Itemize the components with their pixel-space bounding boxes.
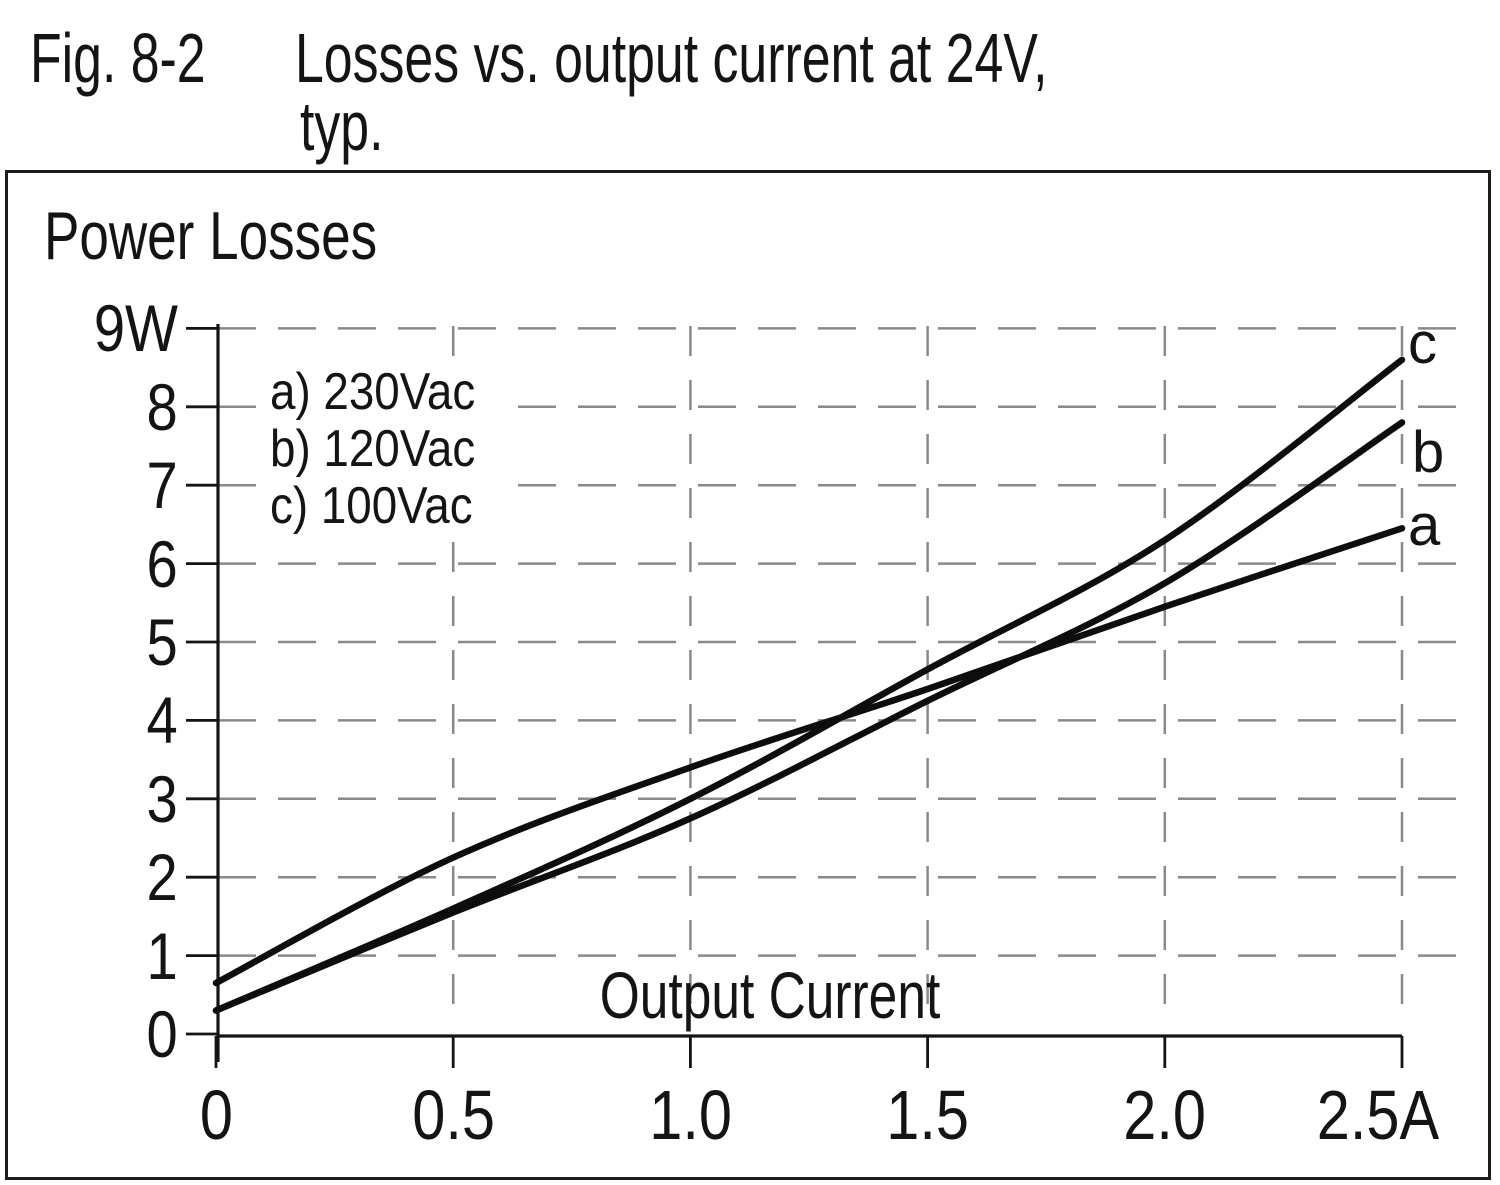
- curve-label-b-text: b: [1412, 420, 1445, 485]
- x-tick-label-text: 0: [199, 1076, 233, 1154]
- x-tick-label: 0: [96, 1078, 336, 1152]
- legend-item-b: b) 120Vac: [270, 421, 503, 478]
- y-axis-title: Power Losses: [44, 200, 471, 272]
- y-tick-label: 3: [141, 759, 178, 839]
- y-tick-label-text: 2: [146, 840, 178, 915]
- legend-item-a: a) 230Vac: [270, 364, 503, 421]
- y-tick-label: 0: [141, 994, 178, 1074]
- y-tick-label: 8: [141, 367, 178, 447]
- y-tick-label-text: 8: [146, 369, 178, 444]
- x-tick-label: 1.0: [570, 1078, 810, 1152]
- y-tick-label-text: 1: [146, 918, 178, 993]
- chart-frame: [5, 170, 1491, 1180]
- x-tick-label-text: 2.5A: [1316, 1076, 1440, 1154]
- y-tick-label: 4: [141, 680, 178, 760]
- figure-title-line2-text: typ.: [300, 87, 384, 165]
- y-tick-label-text: 5: [146, 605, 178, 679]
- y-tick-label-text: 0: [146, 997, 178, 1071]
- figure-title-line1-text: Losses vs. output current at 24V,: [295, 19, 1048, 97]
- y-tick-label-text: 3: [146, 761, 178, 836]
- legend-item-c: c) 100Vac: [270, 478, 503, 535]
- curve-label-b: b: [1412, 424, 1444, 482]
- legend-item-a-text: a) 230Vac: [270, 363, 476, 421]
- y-tick-label: 5: [141, 602, 178, 682]
- y-tick-label: 6: [141, 524, 178, 604]
- x-tick-label: 0.5: [333, 1078, 573, 1152]
- x-tick-label-text: 1.0: [649, 1076, 732, 1154]
- x-tick-label-text: 1.5: [886, 1076, 969, 1154]
- y-tick-label-text: 9W: [93, 291, 178, 366]
- x-tick-label-text: 2.0: [1123, 1076, 1207, 1154]
- legend-item-b-text: b) 120Vac: [270, 420, 476, 478]
- legend: a) 230Vac b) 120Vac c) 100Vac: [256, 362, 518, 541]
- curve-a: [212, 525, 1406, 987]
- curve-label-c: c: [1408, 315, 1437, 373]
- y-tick-label-text: 6: [146, 526, 178, 601]
- figure-label: Fig. 8-2: [30, 22, 267, 94]
- figure-title-line2: typ.: [300, 90, 413, 162]
- x-tick-label-text: 0.5: [411, 1076, 495, 1154]
- curve-c: [212, 356, 1406, 1014]
- curve-label-c-text: c: [1408, 311, 1437, 376]
- legend-item-c-text: c) 100Vac: [270, 477, 473, 535]
- y-tick-label-text: 4: [146, 683, 178, 758]
- figure-label-text: Fig. 8-2: [30, 19, 206, 97]
- curve-label-a-text: a: [1408, 493, 1441, 558]
- y-tick-label: 9W: [79, 288, 178, 368]
- y-axis-title-text: Power Losses: [44, 198, 378, 274]
- y-tick-label-text: 7: [146, 448, 178, 523]
- x-tick-label: 1.5: [808, 1078, 1048, 1152]
- y-tick-label: 7: [141, 445, 178, 525]
- x-tick-label: 2.0: [1045, 1078, 1285, 1152]
- y-tick-label: 2: [141, 837, 178, 917]
- x-tick-label: 2.5A: [1258, 1078, 1498, 1152]
- curve-label-a: a: [1408, 497, 1440, 555]
- y-tick-label: 1: [141, 916, 178, 996]
- x-axis-title: Output Current: [552, 960, 989, 1030]
- figure-title-line1: Losses vs. output current at 24V,: [295, 22, 1312, 94]
- x-axis-title-text: Output Current: [599, 958, 941, 1032]
